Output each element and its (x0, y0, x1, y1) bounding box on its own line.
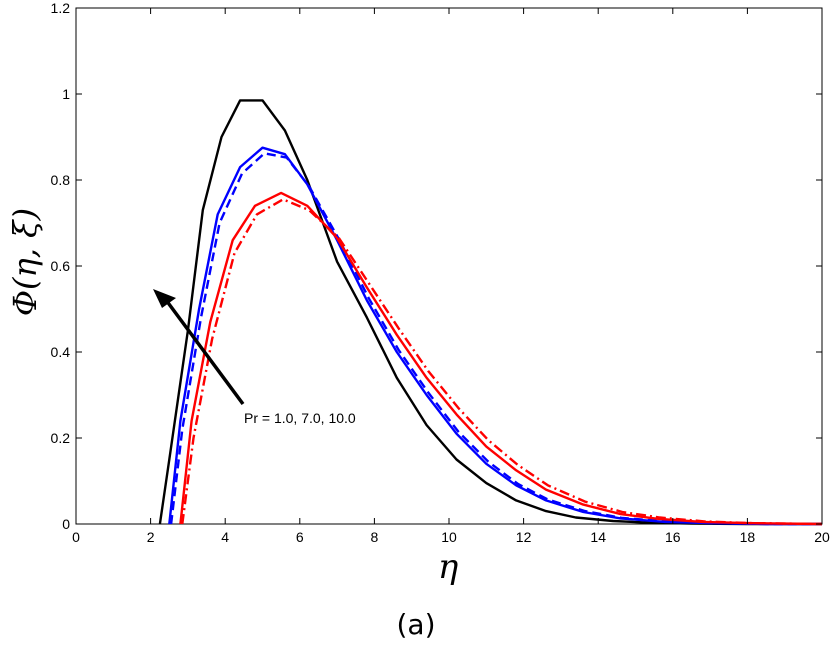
y-tick-label: 0.6 (51, 258, 71, 274)
y-axis-title: Φ(η, ξ) (6, 208, 44, 316)
y-tick-label: 1.2 (51, 0, 71, 16)
x-tick-label: 12 (516, 529, 532, 545)
series-line-2 (168, 146, 822, 526)
y-tick-label: 0.8 (51, 172, 71, 188)
x-tick-label: 20 (814, 529, 830, 545)
series-line-5 (181, 198, 823, 526)
annotation-label: Pr = 1.0, 7.0, 10.0 (244, 410, 356, 426)
x-tick-label: 8 (371, 529, 379, 545)
x-tick-label: 4 (221, 529, 229, 545)
series-line-3 (169, 152, 822, 526)
x-axis-title: η (438, 547, 459, 587)
x-tick-label: 18 (740, 529, 756, 545)
line-chart: 0 2 4 6 8 10 12 14 16 18 20 0 0.2 0.4 0.6 0.8 1 1.2 Pr = … (6, 0, 830, 587)
x-tick-label: 14 (590, 529, 606, 545)
y-tick-label: 0.4 (51, 344, 71, 360)
x-tick-label: 0 (72, 529, 80, 545)
arrow-shaft (164, 298, 245, 406)
annotation-arrow (153, 289, 245, 406)
x-tick-label: 16 (665, 529, 681, 545)
y-tick-label: 0.2 (51, 430, 71, 446)
series-layer (158, 99, 823, 526)
x-tick-label: 2 (147, 529, 155, 545)
series-line-1 (158, 99, 822, 526)
y-tick-label: 1 (62, 86, 70, 102)
x-tick-label: 10 (441, 529, 457, 545)
arrow-head (153, 289, 176, 308)
x-tick-label: 6 (296, 529, 304, 545)
figure-caption: (a) (396, 608, 436, 641)
ticks-layer: 0 2 4 6 8 10 12 14 16 18 20 0 0.2 0.4 0.6 0.8 1 1.2 (51, 0, 830, 545)
series-line-4 (179, 191, 823, 526)
y-tick-label: 0 (62, 516, 70, 532)
